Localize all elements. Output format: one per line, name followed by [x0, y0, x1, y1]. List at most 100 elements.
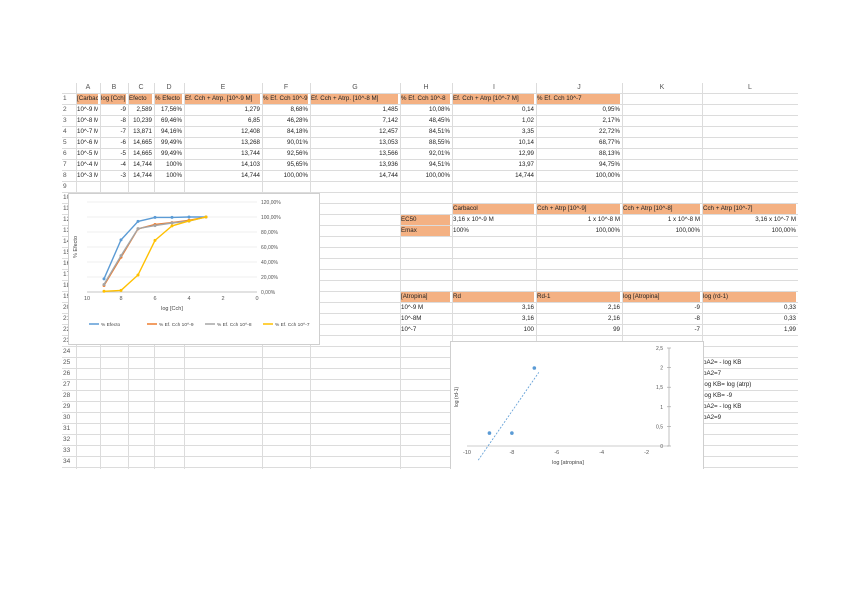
data-cell[interactable]: 84,18% [287, 128, 308, 135]
data-cell[interactable]: 10^-3 M [77, 172, 98, 179]
data-cell[interactable]: 99,49% [161, 150, 182, 157]
data-cell[interactable]: 0,95% [602, 106, 620, 113]
column-header-j[interactable]: J [577, 84, 581, 91]
data-cell[interactable]: 100,00% [425, 172, 450, 179]
data-cell[interactable]: 13,268 [241, 139, 260, 146]
data-cell[interactable]: 10,08% [429, 106, 450, 113]
data-cell[interactable]: 48,45% [429, 117, 450, 124]
data-cell[interactable]: 94,16% [161, 128, 182, 135]
row-header-3[interactable]: 3 [63, 117, 67, 124]
data-cell[interactable]: 13,566 [379, 150, 398, 157]
data-cell[interactable]: 100,00% [595, 172, 620, 179]
data-cell[interactable]: 1,485 [382, 106, 398, 113]
data-cell[interactable]: 88,13% [599, 150, 620, 157]
row-header-8[interactable]: 8 [63, 172, 67, 179]
data-cell[interactable]: 10,239 [133, 117, 152, 124]
row-header-2[interactable]: 2 [63, 106, 67, 113]
data-cell[interactable]: 92,56% [287, 150, 308, 157]
row-header-25[interactable]: 25 [63, 359, 71, 366]
data-cell[interactable]: 12,457 [379, 128, 398, 135]
ec50-label-cell[interactable]: EC50 [401, 215, 450, 225]
column-header-c[interactable]: C [138, 84, 144, 91]
ec50-label-cell[interactable]: Emax [401, 226, 450, 236]
data-cell[interactable]: 17,56% [161, 106, 182, 113]
data-cell[interactable]: 10^-5 M [77, 150, 98, 157]
row-header-20[interactable]: 20 [63, 304, 71, 311]
row-header-12[interactable]: 12 [63, 216, 71, 223]
data-cell[interactable]: 0,14 [521, 106, 534, 113]
dr-header-cell[interactable]: Rd-1 [537, 292, 620, 302]
data-cell[interactable]: 14,744 [379, 172, 398, 179]
note-cell[interactable]: log KB= log (atrp) [703, 381, 752, 388]
dr-value-cell[interactable]: 0,33 [783, 304, 796, 311]
dr-value-cell[interactable]: -8 [694, 315, 700, 322]
data-cell[interactable]: 10^-4 M [77, 161, 98, 168]
row-header-31[interactable]: 31 [63, 425, 71, 432]
note-cell[interactable]: pA2=7 [703, 370, 722, 377]
data-cell[interactable]: -5 [120, 150, 126, 157]
column-header-b[interactable]: B [111, 84, 117, 91]
data-cell[interactable]: 14,665 [133, 139, 152, 146]
header-cell[interactable]: % Efecto [155, 94, 182, 104]
data-cell[interactable]: 13,871 [133, 128, 152, 135]
data-cell[interactable]: 88,55% [429, 139, 450, 146]
header-cell[interactable]: % Ef. Cch 10^-7 [537, 94, 620, 104]
ec50-header-cell[interactable]: Cch + Atrp [10^-9] [537, 204, 620, 214]
header-cell[interactable]: Ef. Cch + Atrp. [10^-8 M] [311, 94, 398, 104]
data-cell[interactable]: 1,02 [521, 117, 534, 124]
data-cell[interactable]: 14,744 [133, 172, 152, 179]
row-header-23[interactable]: 23 [63, 337, 71, 344]
row-header-33[interactable]: 33 [63, 447, 71, 454]
data-cell[interactable]: 10^-9 M [77, 106, 98, 113]
row-header-11[interactable]: 11 [63, 205, 70, 212]
column-header-f[interactable]: F [283, 84, 289, 91]
header-cell[interactable]: log [Cch] [101, 94, 126, 104]
row-header-16[interactable]: 16 [63, 260, 71, 267]
data-cell[interactable]: 95,65% [287, 161, 308, 168]
row-header-21[interactable]: 21 [63, 315, 71, 322]
data-cell[interactable]: 14,744 [515, 172, 534, 179]
data-cell[interactable]: 90,01% [287, 139, 308, 146]
data-cell[interactable]: 3,35 [521, 128, 534, 135]
data-cell[interactable]: 14,665 [133, 150, 152, 157]
data-cell[interactable]: 13,97 [518, 161, 534, 168]
dr-value-cell[interactable]: 1,99 [783, 326, 796, 333]
row-header-19[interactable]: 19 [63, 293, 71, 300]
data-cell[interactable]: 7,142 [382, 117, 398, 124]
data-cell[interactable]: -6 [120, 139, 126, 146]
dr-value-cell[interactable]: -9 [694, 304, 700, 311]
header-cell[interactable]: [Carbacol] [77, 94, 98, 104]
row-header-32[interactable]: 32 [63, 436, 71, 443]
header-cell[interactable]: Efecto [129, 94, 152, 104]
data-cell[interactable]: 14,744 [133, 161, 152, 168]
data-cell[interactable]: 2,17% [602, 117, 620, 124]
row-header-9[interactable]: 9 [63, 183, 67, 190]
spreadsheet-grid[interactable]: A B C D E F G H I J K L 1 2 3 4 5 6 7 8 9 10 11 12 13 14 15 16 17 18 1… [62, 83, 798, 469]
ec50-value-cell[interactable]: 1 x 10^-8 M [667, 216, 700, 223]
column-header-k[interactable]: K [659, 84, 665, 91]
dr-value-cell[interactable]: 0,33 [783, 315, 796, 322]
data-cell[interactable]: -4 [120, 161, 126, 168]
ec50-value-cell[interactable]: 3,16 x 10^-9 M [453, 216, 494, 223]
dr-value-cell[interactable]: 10^-8M [401, 315, 422, 322]
column-header-h[interactable]: H [423, 84, 429, 91]
note-cell[interactable]: log KB= -9 [703, 392, 733, 399]
data-cell[interactable]: -9 [120, 106, 126, 113]
row-header-35[interactable]: 35 [62, 468, 77, 469]
dr-value-cell[interactable]: 99 [613, 326, 620, 333]
column-header-l[interactable]: L [748, 84, 752, 91]
data-cell[interactable]: 100% [166, 172, 182, 179]
dr-value-cell[interactable]: 10^-9 M [401, 304, 424, 311]
ec50-header-cell[interactable]: Cch + Atrp [10^-7] [703, 204, 796, 214]
row-header-27[interactable]: 27 [63, 381, 71, 388]
data-cell[interactable]: 94,75% [599, 161, 620, 168]
data-cell[interactable]: 10^-7 M [77, 128, 98, 135]
data-cell[interactable]: 94,51% [429, 161, 450, 168]
header-cell[interactable]: Ef. Cch + Atrp [10^-7 M] [453, 94, 534, 104]
note-cell[interactable]: pA2= - log KB [703, 403, 742, 410]
header-cell[interactable]: % Ef. Cch 10^-8 [401, 94, 450, 104]
data-cell[interactable]: 8,68% [290, 106, 308, 113]
data-cell[interactable]: 100% [166, 161, 182, 168]
dr-value-cell[interactable]: 2,16 [607, 304, 620, 311]
ec50-value-cell[interactable]: 100% [453, 227, 469, 234]
